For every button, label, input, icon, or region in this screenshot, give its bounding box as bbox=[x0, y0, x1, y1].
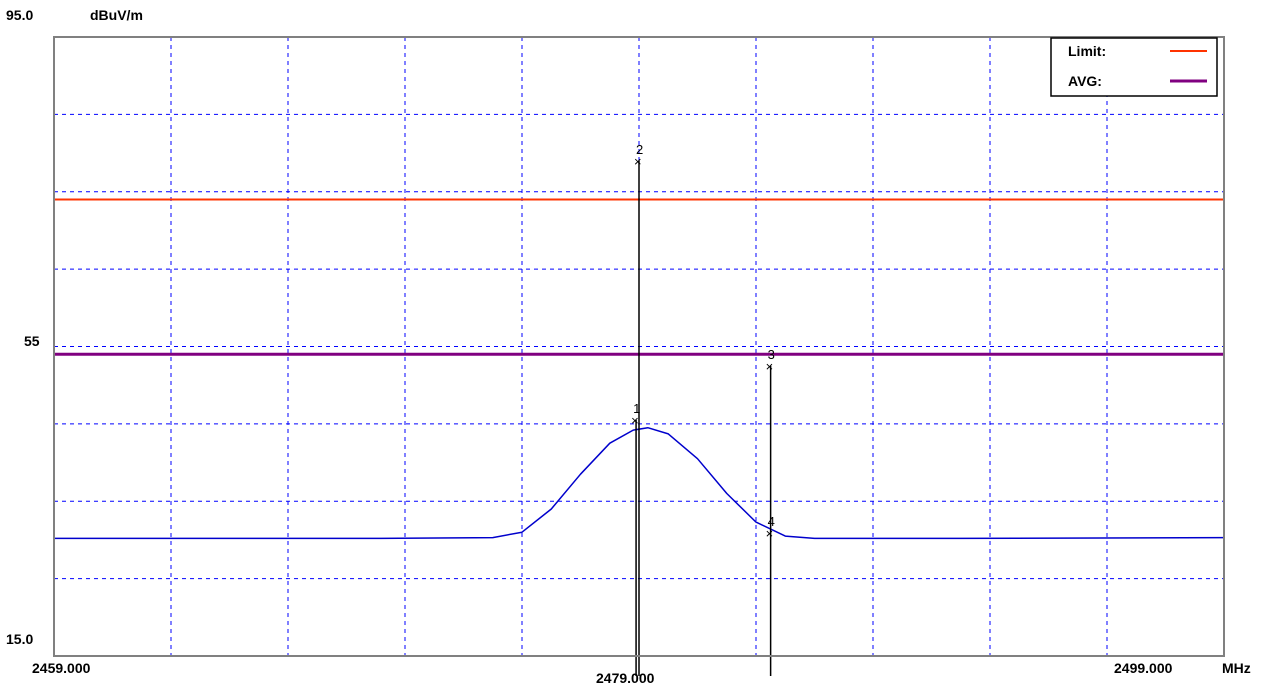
legend-box bbox=[1050, 37, 1218, 97]
x-tick-mid: 2479.000 bbox=[596, 670, 655, 686]
marker-lines bbox=[635, 160, 772, 676]
y-tick-bottom: 15.0 bbox=[6, 631, 33, 647]
y-tick-mid: 55 bbox=[24, 333, 40, 349]
marker-4-glyph: × bbox=[766, 526, 774, 541]
x-tick-left: 2459.000 bbox=[32, 660, 91, 676]
marker-3-label: 3 bbox=[768, 347, 775, 362]
legend-limit-label: Limit: bbox=[1068, 43, 1106, 59]
markers: ×1×2×3×4 bbox=[631, 142, 775, 541]
marker-2-label: 2 bbox=[636, 142, 643, 157]
marker-2-glyph: × bbox=[634, 154, 642, 169]
plot-frame bbox=[53, 36, 1225, 657]
legend-avg-label: AVG: bbox=[1068, 73, 1102, 89]
y-axis-unit: dBuV/m bbox=[90, 7, 143, 23]
marker-1-label: 1 bbox=[633, 401, 640, 416]
x-tick-right: 2499.000 bbox=[1114, 660, 1173, 676]
legend: Limit: AVG: bbox=[1050, 37, 1218, 97]
trace bbox=[54, 426, 1225, 540]
marker-4-label: 4 bbox=[768, 514, 775, 529]
x-axis-unit: MHz bbox=[1222, 660, 1251, 676]
trace-series-0 bbox=[54, 426, 1225, 540]
marker-3-glyph: × bbox=[766, 359, 774, 374]
y-tick-top: 95.0 bbox=[6, 7, 33, 23]
marker-1-glyph: × bbox=[631, 413, 639, 428]
